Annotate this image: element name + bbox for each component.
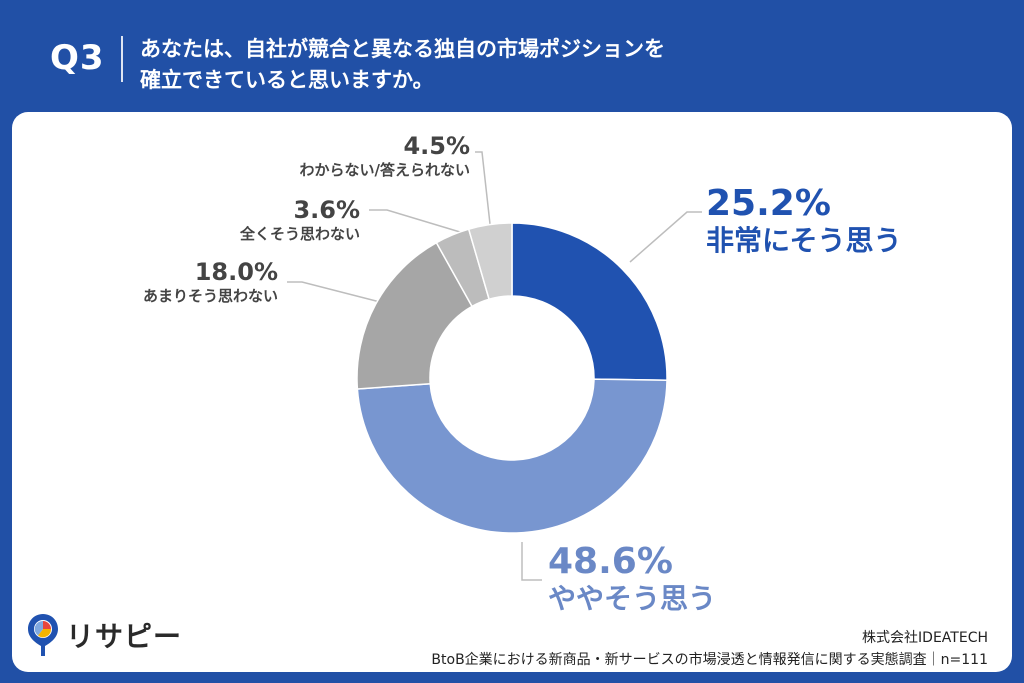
pin-logo-icon <box>28 614 58 656</box>
question-line-1: あなたは、自社が競合と異なる独自の市場ポジションを <box>140 37 665 61</box>
question-number: Q3 <box>50 38 105 78</box>
brand-logo: リサピー <box>26 612 182 658</box>
slice-dont-know <box>467 222 513 301</box>
header-divider <box>121 36 123 82</box>
chart-panel: 4.5% わからない/答えられない 3.6% 全くそう思わない 18.0% あま… <box>12 112 1012 672</box>
value-label: 48.6% <box>548 541 673 582</box>
survey-caption: BtoB企業における新商品・新サービスの市場浸透と情報発信に関する実態調査｜n=… <box>431 652 988 668</box>
question-text: あなたは、自社が競合と異なる独自の市場ポジションを 確立できていると思いますか。 <box>140 34 940 96</box>
category-label: わからない/答えられない <box>299 161 470 179</box>
leader-line-somewhat-agree <box>521 542 542 581</box>
slice-strongly-agree <box>511 222 668 381</box>
value-label: 18.0% <box>194 258 278 286</box>
leader-line-dont-know <box>475 151 491 225</box>
slice-label-dont-know: 4.5% わからない/答えられない <box>182 132 470 180</box>
donut-chart <box>287 151 702 581</box>
slice-label-somewhat-agree: 48.6% ややそう思う <box>548 542 716 616</box>
question-header: Q3 あなたは、自社が競合と異なる独自の市場ポジションを 確立できていると思いま… <box>0 0 1024 110</box>
category-label: 全くそう思わない <box>239 225 360 243</box>
leader-line-not-really <box>287 281 381 303</box>
leader-line-not-at-all <box>369 209 461 233</box>
company-name: 株式会社IDEATECH <box>862 630 988 646</box>
logo-text: リサピー <box>66 620 183 653</box>
question-line-2: 確立できていると思いますか。 <box>140 68 434 92</box>
value-label: 3.6% <box>293 196 360 224</box>
slice-somewhat-agree <box>356 378 668 534</box>
value-label: 4.5% <box>403 132 470 160</box>
slice-label-strongly-agree: 25.2% 非常にそう思う <box>706 184 901 258</box>
slice-label-not-at-all: 3.6% 全くそう思わない <box>182 196 360 244</box>
category-label: あまりそう思わない <box>142 287 278 305</box>
category-label: ややそう思う <box>548 582 717 615</box>
leader-line-strongly-agree <box>629 211 702 263</box>
category-label: 非常にそう思う <box>706 224 902 257</box>
slice-label-not-really: 18.0% あまりそう思わない <box>72 258 278 306</box>
value-label: 25.2% <box>706 183 831 224</box>
